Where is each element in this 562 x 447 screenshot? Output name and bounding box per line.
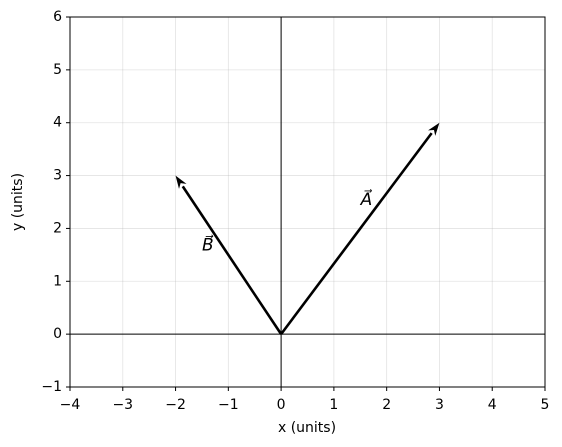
vector-head xyxy=(428,122,440,136)
y-tick-label: 0 xyxy=(53,326,62,342)
y-tick-label: 1 xyxy=(53,273,62,289)
y-tick-label: 2 xyxy=(53,220,62,236)
x-tick-label: 4 xyxy=(488,397,497,413)
x-tick-label: −4 xyxy=(60,397,81,413)
vector-label: B⃗ xyxy=(202,234,214,256)
x-tick-label: −3 xyxy=(112,397,133,413)
y-tick-label: 5 xyxy=(53,62,62,78)
vector-arrow xyxy=(181,185,283,335)
plot-frame xyxy=(69,16,546,388)
x-tick-label: 2 xyxy=(382,397,391,413)
y-tick-label: 6 xyxy=(53,9,62,25)
y-tick-label: 3 xyxy=(53,168,62,184)
x-tick-label: 5 xyxy=(541,397,550,413)
x-tick-label: −2 xyxy=(165,397,186,413)
x-tick-label: −1 xyxy=(218,397,239,413)
y-tick-label: −1 xyxy=(41,379,62,395)
x-tick-label: 3 xyxy=(435,397,444,413)
x-tick-label: 0 xyxy=(277,397,286,413)
vector-label: A⃗ xyxy=(360,188,373,210)
vector-head xyxy=(175,175,187,189)
x-axis-label: x (units) xyxy=(278,420,336,436)
x-tick-label: 1 xyxy=(329,397,338,413)
y-axis-label: y (units) xyxy=(10,173,26,231)
vector-arrow xyxy=(280,132,433,335)
y-tick-label: 4 xyxy=(53,115,62,131)
